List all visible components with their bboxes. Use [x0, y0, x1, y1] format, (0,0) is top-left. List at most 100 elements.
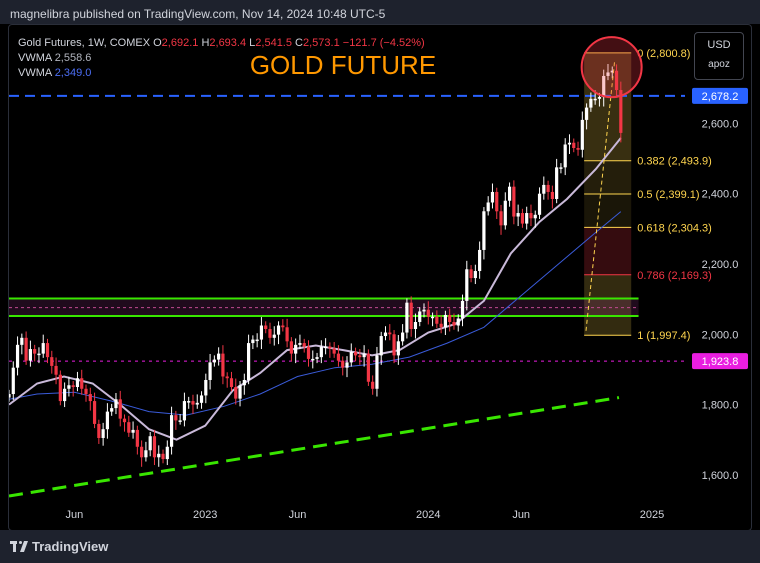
- vwma-slow-label: VWMA: [18, 67, 52, 79]
- candle-body: [199, 395, 204, 403]
- candle-body: [37, 353, 41, 356]
- price-chart[interactable]: 0 (2,800.8) 0.382 (2,493.9) 0.5 (2,399.1) 0…: [9, 25, 751, 530]
- candle-body: [281, 325, 285, 328]
- candle-body: [45, 343, 50, 358]
- chart-legend: Gold Futures, 1W, COMEX O2,692.1 H2,693.…: [18, 36, 425, 81]
- candle-body: [195, 402, 199, 405]
- vwma-fast-line: [9, 137, 622, 441]
- publisher-bar: magnelibra published on TradingView.com,…: [0, 0, 760, 24]
- candle-body: [606, 72, 610, 76]
- candle-body: [550, 191, 554, 199]
- candle-body: [165, 446, 169, 460]
- candle-body: [371, 381, 375, 389]
- candle-body: [332, 348, 336, 354]
- x-axis-tick-label: 2024: [416, 509, 440, 521]
- legend-vwma-slow-row: VWMA 2,349.0: [18, 66, 425, 81]
- candle-body: [97, 423, 101, 438]
- candle-body: [54, 365, 58, 375]
- vwma-fast-label: VWMA: [18, 52, 52, 64]
- fib-band: [584, 160, 632, 195]
- currency-button[interactable]: USD apoz: [694, 32, 744, 80]
- candle-body: [584, 107, 589, 120]
- candle-body: [460, 300, 465, 319]
- candle-body: [396, 341, 400, 356]
- fib-level-label: 0.382 (2,493.9): [637, 156, 712, 168]
- candle-body: [379, 336, 383, 356]
- low-value: 2,541.5: [255, 37, 292, 49]
- candle-body: [251, 339, 255, 344]
- candle-body: [67, 385, 71, 389]
- price-tag: [692, 87, 748, 104]
- candle-body: [349, 351, 353, 363]
- candle-body: [469, 269, 473, 279]
- candle-body: [50, 357, 54, 366]
- candle-body: [144, 450, 148, 458]
- candle-body: [418, 311, 422, 322]
- publisher-line: magnelibra published on TradingView.com,…: [10, 7, 386, 21]
- candle-body: [439, 323, 443, 328]
- candle-body: [315, 357, 319, 359]
- close-label: C: [295, 37, 303, 49]
- fib-level-label: 0.618 (2,304.3): [637, 222, 712, 234]
- candle-body: [426, 309, 430, 317]
- candle-body: [499, 211, 503, 226]
- candle-body: [542, 184, 546, 194]
- chart-title: GOLD FUTURE: [250, 50, 436, 80]
- candle-body: [191, 401, 195, 405]
- candle-body: [602, 75, 606, 98]
- candle-body: [336, 353, 341, 361]
- price-tag-label: 2,678.2: [702, 91, 739, 103]
- candle-body: [448, 314, 452, 322]
- candle-body: [204, 379, 208, 396]
- low-label: L: [249, 37, 256, 49]
- candle-body: [490, 191, 495, 203]
- legend-vwma-fast-row: VWMA 2,558.6: [18, 51, 425, 66]
- candle-body: [58, 374, 62, 402]
- fib-band: [584, 194, 632, 228]
- candle-body: [28, 349, 32, 361]
- candle-body: [11, 367, 15, 395]
- candle-body: [555, 167, 559, 199]
- chart-frame[interactable]: 0 (2,800.8) 0.382 (2,493.9) 0.5 (2,399.1) 0…: [8, 24, 752, 531]
- candle-body: [559, 167, 563, 169]
- candle-body: [525, 213, 529, 224]
- candle-body: [238, 385, 242, 399]
- candle-body: [443, 314, 448, 328]
- candle-body: [392, 334, 396, 356]
- tradingview-logo[interactable]: TradingView: [10, 539, 108, 554]
- y-axis-tick-label: 1,600.0: [702, 470, 739, 482]
- vwma-slow-value: 2,349.0: [54, 67, 92, 79]
- candle-body: [242, 379, 246, 386]
- candle-body: [187, 401, 191, 403]
- candle-body: [135, 429, 139, 447]
- candle-body: [33, 349, 37, 354]
- close-value: 2,573.1: [303, 37, 340, 49]
- fib-level-label: 0.5 (2,399.1): [637, 189, 699, 201]
- candle-body: [486, 202, 490, 212]
- candle-body: [319, 346, 323, 358]
- price-tag-label: 1,923.8: [702, 356, 739, 368]
- x-axis-tick-label: 2025: [640, 509, 664, 521]
- x-axis-tick-label: Jun: [66, 509, 84, 521]
- candle-body: [161, 453, 165, 460]
- candle-body: [306, 346, 311, 359]
- fib-level-label: 0 (2,800.8): [637, 48, 690, 60]
- candle-body: [208, 362, 212, 380]
- candle-body: [452, 321, 456, 326]
- candle-body: [234, 387, 238, 399]
- x-axis-tick-label: Jun: [289, 509, 307, 521]
- top-highlight-circle: [580, 36, 643, 99]
- open-value: 2,692.1: [161, 37, 199, 49]
- candle-body: [353, 351, 358, 356]
- candle-body: [178, 420, 182, 422]
- candle-body: [268, 329, 272, 338]
- candle-body: [465, 269, 469, 301]
- candle-body: [212, 359, 216, 363]
- vwma-slow-line: [9, 211, 622, 416]
- candle-body: [15, 344, 20, 368]
- candle-body: [405, 302, 409, 333]
- candle-body: [311, 358, 315, 361]
- currency-label: USD: [707, 39, 731, 51]
- candle-body: [473, 271, 477, 279]
- candle-body: [255, 339, 259, 342]
